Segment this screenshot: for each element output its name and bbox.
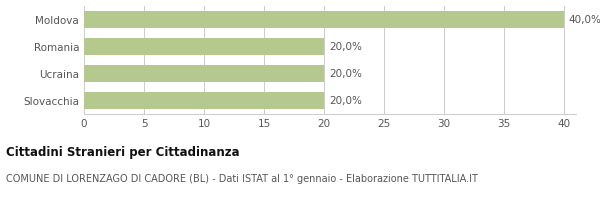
Bar <box>84 38 324 55</box>
Bar <box>84 11 564 28</box>
Text: COMUNE DI LORENZAGO DI CADORE (BL) - Dati ISTAT al 1° gennaio - Elaborazione TUT: COMUNE DI LORENZAGO DI CADORE (BL) - Dat… <box>6 174 478 184</box>
Text: 20,0%: 20,0% <box>329 42 362 52</box>
Text: 20,0%: 20,0% <box>329 96 362 106</box>
Text: Cittadini Stranieri per Cittadinanza: Cittadini Stranieri per Cittadinanza <box>6 146 239 159</box>
Bar <box>84 92 324 109</box>
Text: 20,0%: 20,0% <box>329 69 362 79</box>
Text: 40,0%: 40,0% <box>569 15 600 25</box>
Bar <box>84 65 324 82</box>
